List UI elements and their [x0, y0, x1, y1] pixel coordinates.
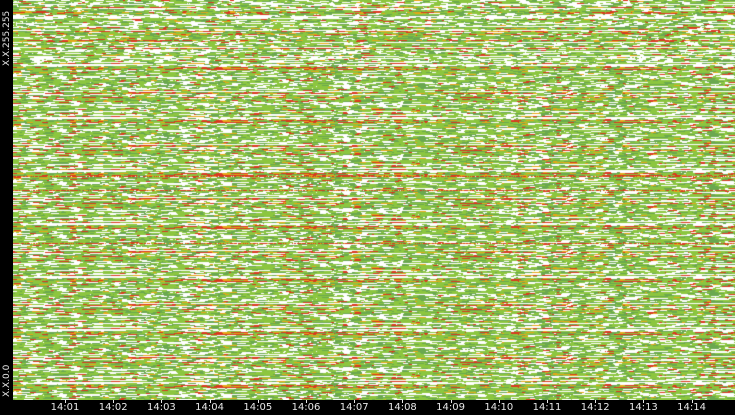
x-tick-label: 14:14 [677, 402, 707, 413]
x-tick-mark [547, 400, 548, 403]
x-tick-mark [595, 400, 597, 403]
x-tick-mark [209, 400, 211, 403]
x-tick-mark [257, 400, 259, 403]
heatmap-cells [13, 0, 735, 400]
y-tick-label-bottom: X.X.0.0 [2, 364, 12, 397]
x-tick-label: 14:02 [98, 402, 128, 413]
x-tick-label: 14:01 [50, 402, 80, 413]
x-tick-label: 14:09 [436, 402, 466, 413]
x-tick-label: 14:08 [387, 402, 417, 413]
x-tick-label: 14:10 [484, 402, 514, 413]
x-tick-mark [113, 400, 115, 403]
x-tick-label: 14:04 [195, 402, 225, 413]
x-tick-label: 14:12 [580, 402, 610, 413]
x-tick-label: 14:03 [146, 402, 176, 413]
heatmap-plot-area [13, 0, 735, 400]
x-axis: 14:01 14:02 14:03 14:04 14:05 14:06 14:07 14:08… [13, 400, 735, 415]
x-tick-mark [306, 400, 307, 403]
x-tick-mark [643, 400, 645, 403]
x-tick-label: 14:05 [243, 402, 273, 413]
x-tick-mark [65, 400, 66, 403]
x-tick-label: 14:07 [339, 402, 369, 413]
x-tick-label: 14:13 [628, 402, 658, 413]
x-tick-mark [450, 400, 452, 403]
x-tick-mark [402, 400, 404, 403]
x-tick-mark [498, 400, 500, 403]
x-tick-label: 14:11 [532, 402, 562, 413]
x-tick-mark [691, 400, 693, 403]
x-tick-mark [354, 400, 356, 403]
x-tick-mark [161, 400, 163, 403]
y-tick-label-top: X.X.255.255 [2, 10, 12, 66]
x-tick-label: 14:06 [291, 402, 321, 413]
